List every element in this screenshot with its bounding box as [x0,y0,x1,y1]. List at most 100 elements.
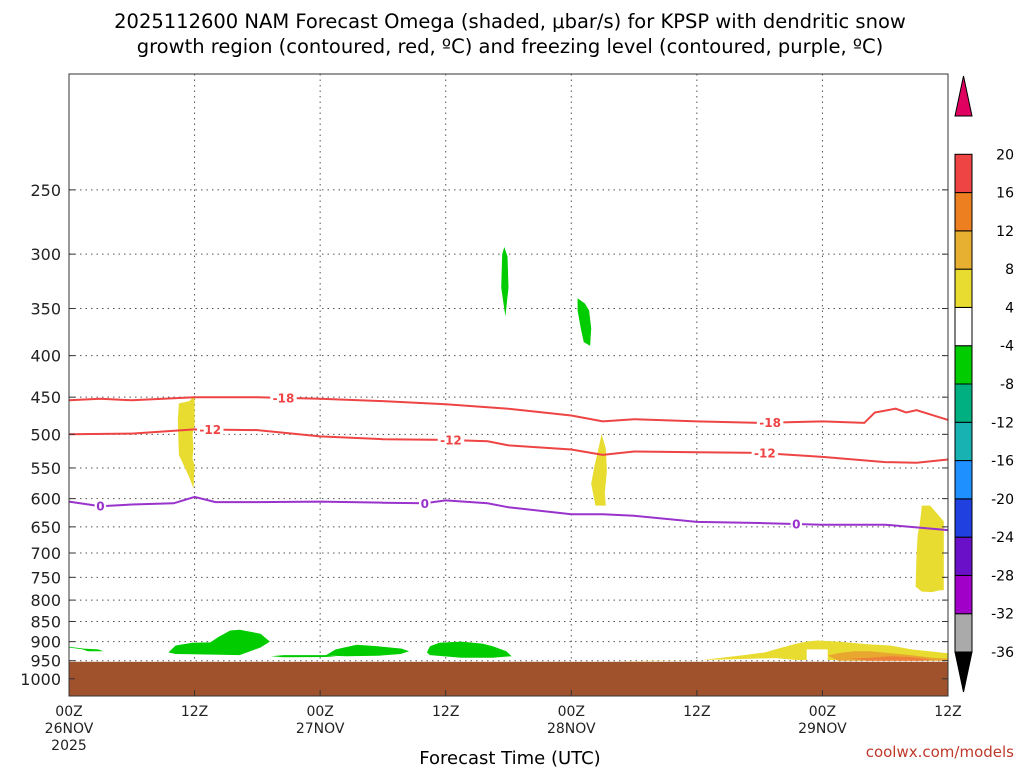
y-tick-label-850: 850 [30,612,61,631]
omega-shading [69,247,948,662]
contour-label-bg-2-2 [790,516,803,531]
colorbar-label-10: 8 [1005,262,1014,278]
contour-label-bg-1-0 [197,422,224,437]
y-tick-label-700: 700 [30,544,61,563]
contour-label-bg-1-1 [437,433,465,448]
omega-region-3 [591,434,607,506]
x-tick-year-0: 2025 [51,738,87,754]
colorbar-segment-6 [954,383,973,423]
chart-title-line1: 2025112600 NAM Forecast Omega (shaded, μ… [114,10,906,33]
omega-region-1 [501,247,509,317]
contour-line--12 [68,428,949,464]
omega-region-9 [426,641,512,658]
contour-line--18 [68,396,949,424]
temperature-contours: -18 -18 -12 -12 -12 0 0 0 [68,390,949,532]
contour-label-2-2: 0 [792,517,800,531]
contour-label-bg-2-1 [419,496,431,511]
colorbar-label-9: 4 [1005,300,1014,316]
colorbar-segment-3 [954,498,973,538]
x-tick-hour-6: 00Z [809,704,836,720]
contour-label-bg-0-0 [270,390,297,405]
contour-label-bg-0-1 [756,415,784,430]
colorbar-label-7: -8 [1000,377,1014,393]
chart-title-line2: growth region (contoured, red, ºC) and f… [137,35,884,58]
contour-label-0-0: -18 [273,391,295,405]
grid-lines [68,74,949,696]
below-ground [69,661,948,696]
colorbar-label-5: -16 [991,454,1014,470]
y-tick-label-650: 650 [30,518,61,537]
colorbar-segment-8 [954,306,973,347]
omega-region-2 [577,298,592,346]
colorbar-top-arrow [954,75,973,117]
y-tick-label-750: 750 [30,568,61,587]
y-tick-label-800: 800 [30,591,61,610]
colorbar-segment-5 [954,421,973,462]
plot-frame [68,73,949,697]
x-tick-date-6: 29NOV [798,721,847,737]
contour-label-1-1: -12 [440,434,462,448]
colorbar-label-3: -24 [991,530,1014,546]
y-tick-label-950: 950 [30,652,61,671]
x-tick-hour-5: 12Z [683,704,710,720]
colorbar-label-11: 12 [996,224,1014,240]
colorbar-segment-7 [954,345,973,385]
x-tick-hour-3: 12Z [432,704,459,720]
x-tick-date-2: 27NOV [296,721,345,737]
contour-label-1-2: -12 [754,447,776,461]
x-axis-title: Forecast Time (UTC) [419,748,600,768]
omega-region-5 [69,646,104,652]
y-tick-label-550: 550 [30,459,61,478]
contour-label-2-1: 0 [421,497,429,511]
x-tick-hour-1: 12Z [181,704,208,720]
x-tick-hour-4: 00Z [558,704,585,720]
colorbar-label-6: -12 [991,415,1014,431]
colorbar-segment-2 [954,536,973,576]
colorbar-label-2: -28 [991,568,1014,584]
x-tick-hour-0: 00Z [55,704,82,720]
below-ground-fill [69,661,948,696]
colorbar-label-8: -4 [1000,339,1014,355]
omega-region-12 [848,656,933,661]
pressure-axis: 250 300 350 400 450 500 550 600 650 700 750 800 850 9… [20,181,948,689]
credit-text: coolwx.com/models [866,743,1014,761]
omega-region-7 [271,655,336,658]
contour-label-1-0: -12 [199,423,221,437]
y-tick-label-500: 500 [30,425,61,444]
colorbar-segment-9 [954,268,973,308]
colorbar-label-13: 20 [996,147,1014,163]
y-tick-label-300: 300 [30,245,61,264]
omega-region-6 [168,629,270,656]
y-tick-label-600: 600 [30,490,61,509]
colorbar-segment-11 [954,192,973,232]
x-tick-hour-7: 12Z [934,704,961,720]
y-tick-label-900: 900 [30,633,61,652]
contour-label-0-1: -18 [759,416,781,430]
colorbar-bottom-arrow [954,651,973,693]
contour-line-0 [68,495,949,532]
contour-label-bg-2-0 [94,499,107,514]
x-tick-date-0: 26NOV [45,721,94,737]
y-tick-label-450: 450 [30,388,61,407]
colorbar-label-4: -20 [991,492,1014,508]
contour-label-bg-1-2 [751,446,779,461]
colorbar-segment-10 [954,230,973,270]
colorbar-segment-4 [954,460,973,500]
y-tick-label-1000: 1000 [20,670,61,689]
colorbar-segment-12 [954,153,973,194]
omega-region-0 [177,395,195,489]
y-tick-label-250: 250 [30,181,61,200]
colorbar-segment-0 [954,613,973,653]
colorbar-label-12: 16 [996,186,1014,202]
blank-region-0 [806,649,828,660]
x-tick-date-4: 28NOV [547,721,596,737]
y-tick-label-400: 400 [30,347,61,366]
omega-colorbar: -36 -32 -28 -24 -20 -16 -12 -8 -4 4 8 12 16 20 [954,75,1014,693]
omega-region-4 [915,505,944,593]
contour-label-2-0: 0 [96,500,104,514]
x-tick-hour-2: 00Z [306,704,333,720]
colorbar-label-0: -36 [991,645,1014,661]
colorbar-segment-1 [954,574,973,615]
